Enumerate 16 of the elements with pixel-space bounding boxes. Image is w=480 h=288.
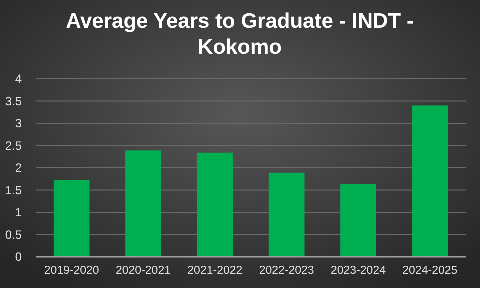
x-tick-label: 2019-2020 [44,265,100,277]
x-tick-label: 2022-2023 [259,265,314,277]
y-tick-label: 1 [15,206,22,220]
y-tick-label: 3.5 [5,94,22,108]
y-tick-label: 0 [15,250,22,264]
y-tick-label: 4 [15,72,22,86]
y-tick-label: 2 [15,161,22,176]
y-tick-label: 1.5 [5,183,22,198]
y-tick-label: 3 [15,116,22,131]
x-tick-label: 2024-2025 [402,265,458,277]
y-tick-label: 0.5 [5,228,22,242]
x-tick-label: 2021-2022 [188,265,243,277]
x-tick-label: 2020-2021 [116,265,171,277]
x-tick-label: 2023-2024 [331,265,387,277]
y-tick-label: 2.5 [5,138,22,153]
chart-title: Average Years to Graduate - INDT - Kokomo [66,10,414,59]
